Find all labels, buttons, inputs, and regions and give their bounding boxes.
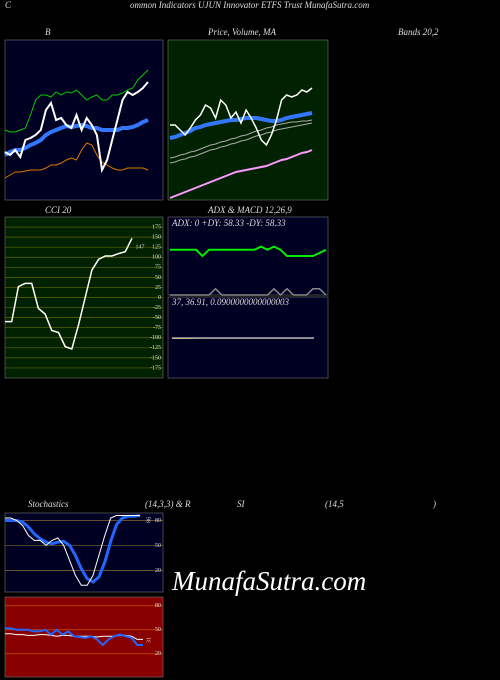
watermark: MunafaSutra.com (171, 566, 366, 596)
y-tick-label: 20 (155, 568, 161, 574)
value-label: 86 (146, 517, 152, 523)
y-tick-label: 80 (155, 603, 161, 609)
row-label: SI (237, 499, 246, 509)
y-tick-label: 100 (152, 255, 161, 261)
y-tick-label: 150 (152, 235, 161, 241)
series-line (4, 142, 149, 179)
row-label: ) (432, 499, 436, 509)
y-tick-label: -175 (150, 365, 161, 371)
y-tick-label: 20 (155, 651, 161, 657)
y-tick-label: 80 (155, 518, 161, 524)
series-line (170, 87, 313, 147)
series-line (5, 515, 140, 586)
y-tick-label: -25 (153, 305, 161, 311)
series-line (5, 514, 141, 584)
row-title: Stochastics (28, 499, 69, 509)
y-tick-label: 50 (155, 627, 161, 633)
row-label: (14,3,3) & R (145, 499, 191, 509)
series-line (3, 118, 149, 157)
series-line (169, 119, 313, 159)
series-line (170, 287, 327, 297)
panel (4, 512, 164, 593)
row-label: (14,5 (325, 499, 344, 509)
series-line (169, 122, 313, 164)
y-tick-label: -75 (153, 325, 161, 331)
y-tick-label: 0 (158, 295, 161, 301)
series-line (169, 149, 313, 199)
header-letter: C (5, 0, 12, 10)
series-line (169, 111, 313, 140)
y-tick-label: 50 (155, 275, 161, 281)
panel (4, 39, 164, 201)
y-tick-label: -150 (150, 355, 161, 361)
annotation: ADX: 0 +DY: 58.33 -DY: 58.33 (171, 218, 286, 228)
annotation: 37, 36.91, 0.0900000000000003 (171, 297, 290, 307)
y-tick-label: -125 (150, 345, 161, 351)
y-tick-label: 175 (152, 224, 161, 230)
series-line (5, 627, 143, 647)
panel-title: Price, Volume, MA (207, 27, 276, 37)
y-tick-label: 50 (155, 543, 161, 549)
series-line (170, 245, 327, 258)
panel-title: B (45, 27, 51, 37)
series-line (5, 237, 133, 350)
panel-title: CCI 20 (45, 205, 72, 215)
y-tick-label: 125 (152, 245, 161, 251)
panel-title: ADX & MACD 12,26,9 (207, 205, 292, 215)
y-tick-label: -50 (153, 315, 161, 321)
annotation: Bands 20,2 (398, 27, 439, 37)
value-label: 147 (136, 244, 145, 250)
y-tick-label: 75 (155, 265, 161, 271)
value-label: 31 (146, 637, 152, 643)
y-tick-label: 25 (155, 285, 161, 291)
y-tick-label: -100 (150, 335, 161, 341)
header-title: ommon Indicators UJUN Innovator ETFS Tru… (130, 0, 370, 10)
series-line (4, 69, 149, 133)
series-line (4, 81, 149, 174)
